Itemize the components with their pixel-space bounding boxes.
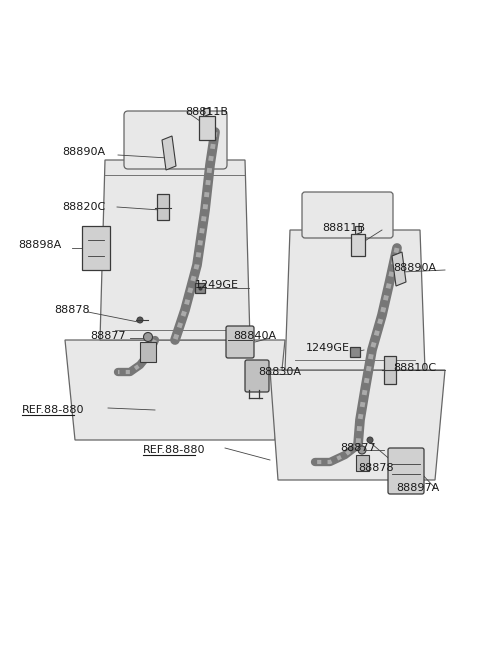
Bar	[384, 356, 396, 384]
Polygon shape	[162, 136, 176, 170]
Polygon shape	[355, 226, 361, 234]
Text: 1249GE: 1249GE	[306, 343, 350, 353]
Text: 88811B: 88811B	[185, 107, 228, 117]
Circle shape	[144, 333, 153, 342]
Polygon shape	[270, 370, 445, 480]
FancyBboxPatch shape	[302, 192, 393, 238]
Polygon shape	[100, 160, 250, 340]
FancyBboxPatch shape	[226, 326, 254, 358]
Text: 88878: 88878	[54, 305, 90, 315]
Text: 88897A: 88897A	[396, 483, 439, 493]
Bar	[350, 347, 360, 357]
Text: 88898A: 88898A	[18, 240, 61, 250]
Polygon shape	[82, 226, 110, 270]
Text: REF.88-880: REF.88-880	[22, 405, 84, 415]
Polygon shape	[285, 230, 425, 370]
FancyBboxPatch shape	[388, 448, 424, 494]
Text: 88811B: 88811B	[322, 223, 365, 233]
Text: 88810C: 88810C	[393, 363, 436, 373]
Text: 88830A: 88830A	[258, 367, 301, 377]
Text: 88820C: 88820C	[62, 202, 105, 212]
Text: REF.88-880: REF.88-880	[143, 445, 205, 455]
Circle shape	[358, 446, 366, 454]
Bar	[140, 342, 156, 362]
Text: 88877: 88877	[90, 331, 126, 341]
Text: 88890A: 88890A	[393, 263, 436, 273]
Polygon shape	[203, 108, 209, 116]
Bar	[351, 234, 365, 256]
Text: 88890A: 88890A	[62, 147, 105, 157]
Text: 88878: 88878	[358, 463, 394, 473]
Bar	[157, 194, 169, 220]
Circle shape	[137, 317, 143, 323]
Polygon shape	[65, 340, 285, 440]
FancyBboxPatch shape	[124, 111, 227, 169]
Text: 88877: 88877	[340, 443, 376, 453]
Circle shape	[367, 437, 373, 443]
Bar	[199, 116, 215, 140]
Text: 88840A: 88840A	[233, 331, 276, 341]
Text: 1249GE: 1249GE	[195, 280, 239, 290]
Polygon shape	[392, 252, 406, 286]
FancyBboxPatch shape	[245, 360, 269, 392]
Bar	[356, 455, 369, 471]
Bar	[195, 283, 205, 293]
